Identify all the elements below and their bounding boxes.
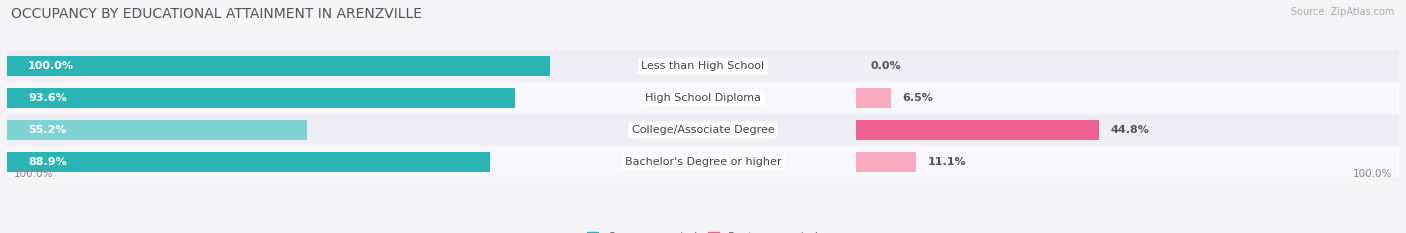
Text: Source: ZipAtlas.com: Source: ZipAtlas.com — [1291, 7, 1395, 17]
Bar — [856, 88, 891, 108]
Bar — [856, 152, 917, 172]
Text: Bachelor's Degree or higher: Bachelor's Degree or higher — [624, 157, 782, 167]
Text: 100.0%: 100.0% — [1353, 169, 1392, 179]
Text: 0.0%: 0.0% — [870, 61, 901, 71]
Text: 6.5%: 6.5% — [903, 93, 934, 103]
Bar — [7, 50, 1399, 82]
Bar — [7, 82, 1399, 114]
Text: 11.1%: 11.1% — [928, 157, 966, 167]
Text: 55.2%: 55.2% — [28, 125, 66, 135]
Text: 100.0%: 100.0% — [28, 61, 75, 71]
Text: High School Diploma: High School Diploma — [645, 93, 761, 103]
Text: 88.9%: 88.9% — [28, 157, 66, 167]
Text: 44.8%: 44.8% — [1111, 125, 1149, 135]
Bar — [7, 146, 1399, 178]
Bar — [7, 120, 307, 140]
Bar — [7, 152, 489, 172]
Legend: Owner-occupied, Renter-occupied: Owner-occupied, Renter-occupied — [582, 227, 824, 233]
Bar — [7, 114, 1399, 146]
Text: OCCUPANCY BY EDUCATIONAL ATTAINMENT IN ARENZVILLE: OCCUPANCY BY EDUCATIONAL ATTAINMENT IN A… — [11, 7, 422, 21]
Bar — [856, 120, 1099, 140]
Bar — [7, 88, 515, 108]
Text: 93.6%: 93.6% — [28, 93, 66, 103]
Text: Less than High School: Less than High School — [641, 61, 765, 71]
Bar — [7, 56, 550, 76]
Text: 100.0%: 100.0% — [14, 169, 53, 179]
Text: College/Associate Degree: College/Associate Degree — [631, 125, 775, 135]
